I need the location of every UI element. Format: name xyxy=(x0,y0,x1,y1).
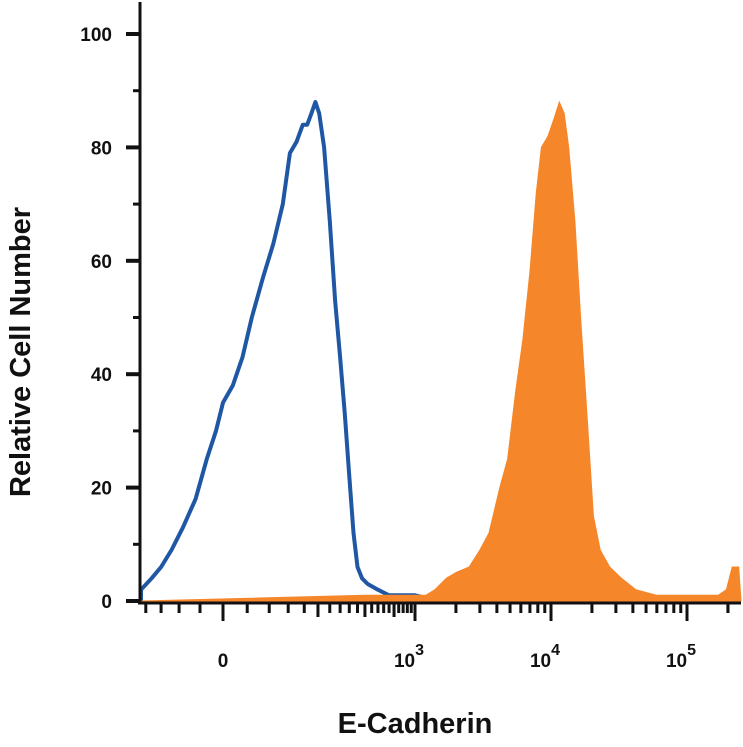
series-filled-histogram xyxy=(140,100,742,602)
y-tick-label: 40 xyxy=(91,365,112,386)
series-outline-histogram xyxy=(139,100,741,603)
x-tick-label: 103 xyxy=(394,642,424,672)
axis-layer xyxy=(126,2,741,621)
series-layer xyxy=(139,100,742,603)
y-tick-label: 0 xyxy=(101,592,112,613)
y-tick-label: 60 xyxy=(91,252,112,273)
x-tick-label: 105 xyxy=(666,642,696,672)
x-tick-label: 104 xyxy=(530,642,560,672)
x-axis-title: E-Cadherin xyxy=(338,708,493,740)
y-tick-label: 20 xyxy=(91,479,112,500)
y-tick-label: 100 xyxy=(80,25,112,46)
x-tick-label: 0 xyxy=(218,651,229,672)
y-axis-title: Relative Cell Number xyxy=(5,207,37,497)
y-tick-label: 80 xyxy=(91,138,112,159)
